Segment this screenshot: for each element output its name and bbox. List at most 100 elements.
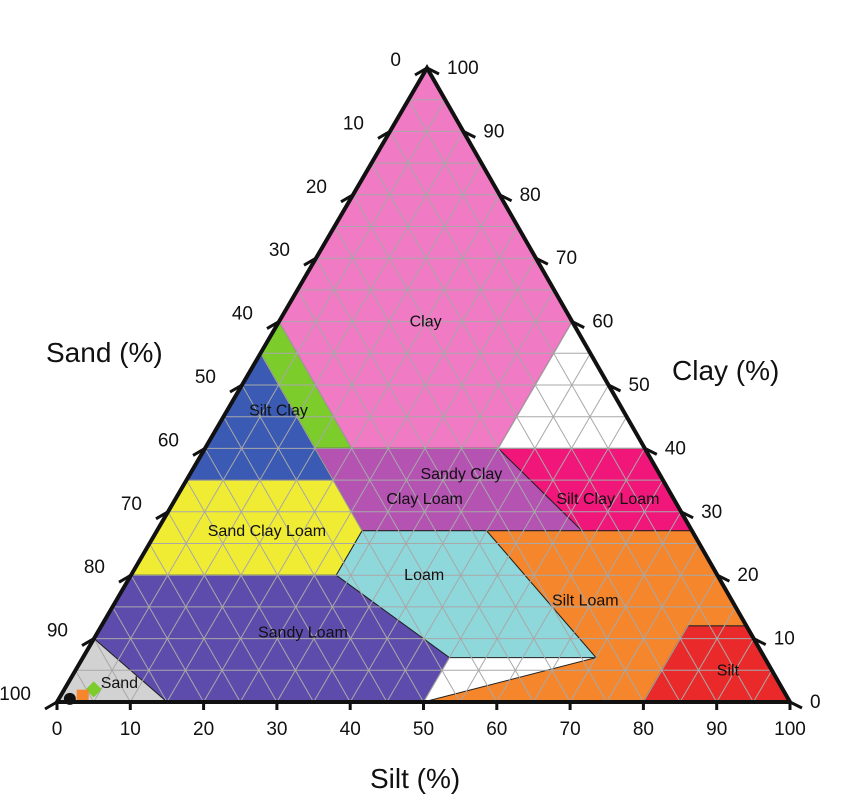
- clay-tick-label-30: 30: [701, 502, 722, 523]
- clay-tick-label-70: 70: [556, 248, 577, 269]
- silt-tick-label-20: 20: [193, 719, 214, 740]
- clay-tick-label-50: 50: [629, 375, 650, 396]
- sample-marker-diamond: [85, 681, 102, 698]
- region-label-silt: Silt: [717, 662, 740, 679]
- grid-line-silt-65: [533, 479, 664, 703]
- sand-tick-40: [266, 320, 280, 330]
- clay-tick-10: [753, 637, 767, 646]
- clay-tick-0: [789, 700, 803, 710]
- region-label-silt-clay: Silt Clay: [249, 402, 308, 419]
- sand-tick-10: [377, 130, 391, 140]
- region-label-clay-loam: Clay Loam: [386, 491, 462, 508]
- clay-tick-label-40: 40: [665, 438, 686, 459]
- clay-tick-label-0: 0: [810, 692, 821, 713]
- sand-axis-title: Sand (%): [46, 337, 163, 368]
- clay-tick-80: [498, 193, 513, 203]
- grid-lines: [75, 99, 773, 703]
- grid-line-sand-60: [204, 448, 351, 703]
- sample-marker-square: [76, 689, 89, 702]
- grid-line-silt-75: [606, 543, 700, 703]
- axis-ticks: [44, 66, 803, 711]
- grid-line-silt-50: [423, 384, 609, 703]
- clay-axis-title: Clay (%): [672, 355, 779, 386]
- sand-tick-80: [118, 573, 132, 584]
- grid-line-sand-95: [75, 670, 95, 703]
- sand-tick-label-30: 30: [269, 240, 290, 261]
- silt-tick-label-70: 70: [560, 719, 581, 740]
- grid-line-sand-70: [167, 511, 278, 703]
- silt-tick-label-60: 60: [486, 719, 507, 740]
- grid-line-sand-55: [223, 416, 388, 703]
- grid-line-silt-35: [313, 289, 555, 703]
- grid-line-silt-5: [93, 99, 446, 703]
- grid-line-sand-15: [371, 162, 681, 703]
- grid-line-silt-80: [642, 574, 718, 703]
- grid-line-silt-85: [679, 606, 736, 703]
- silt-axis-title: Silt (%): [370, 763, 460, 794]
- sand-tick-label-50: 50: [195, 367, 216, 388]
- silt-tick-label-50: 50: [413, 719, 434, 740]
- clay-tick-label-90: 90: [483, 121, 504, 142]
- sand-tick-label-0: 0: [390, 50, 401, 71]
- axis-tick-labels: 0 0 0 10 10 10 20 20 20 30 30 30 40 40 40 50 50 50 60 60 60 7…: [0, 50, 821, 740]
- sand-tick-0: [414, 66, 428, 77]
- silt-tick-label-90: 90: [706, 719, 727, 740]
- region-label-sandy-loam: Sandy Loam: [258, 624, 348, 641]
- grid-line-sand-50: [241, 384, 424, 703]
- sand-tick-30: [303, 256, 317, 267]
- silt-tick-label-30: 30: [266, 719, 287, 740]
- sand-tick-label-40: 40: [232, 304, 253, 325]
- sand-tick-60: [192, 447, 206, 457]
- region-label-sand-clay-loam: Sand Clay Loam: [208, 523, 326, 540]
- sand-tick-20: [340, 193, 354, 204]
- clay-tick-70: [535, 256, 549, 266]
- clay-tick-100: [426, 66, 440, 76]
- clay-tick-60: [571, 320, 585, 329]
- grid-line-sand-80: [130, 574, 205, 703]
- grid-line-sand-65: [186, 479, 314, 703]
- grid-line-silt-15: [166, 162, 482, 703]
- sand-tick-50: [229, 383, 243, 394]
- region-label-loam: Loam: [404, 567, 444, 584]
- clay-tick-20: [716, 573, 731, 583]
- region-label-sand: Sand: [101, 675, 138, 692]
- sand-tick-label-80: 80: [84, 557, 105, 578]
- grid-line-sand-75: [149, 543, 241, 703]
- sand-tick-label-70: 70: [121, 494, 142, 515]
- grid-line-silt-55: [459, 416, 628, 703]
- region-label-silt-clay-loam: Silt Clay Loam: [556, 491, 659, 508]
- clay-tick-90: [462, 130, 476, 139]
- grid-line-silt-70: [569, 511, 682, 703]
- sand-tick-label-60: 60: [158, 430, 179, 451]
- sand-tick-70: [155, 510, 169, 521]
- clay-tick-30: [680, 510, 694, 520]
- clay-tick-label-100: 100: [447, 58, 479, 79]
- sand-tick-label-10: 10: [343, 113, 364, 134]
- region-label-sandy-clay: Sandy Clay: [420, 466, 502, 483]
- silt-tick-label-40: 40: [340, 719, 361, 740]
- grid-line-silt-25: [239, 226, 519, 703]
- sand-tick-label-20: 20: [306, 177, 327, 198]
- grid-line-silt-45: [386, 353, 591, 703]
- grid-line-sand-5: [408, 99, 754, 703]
- region-label-clay: Clay: [410, 314, 442, 331]
- grid-line-sand-45: [260, 353, 461, 703]
- grid-line-sand-25: [334, 226, 608, 703]
- region-label-silt-loam: Silt Loam: [552, 593, 619, 610]
- grid-line-silt-95: [752, 670, 773, 703]
- grid-line-silt-60: [496, 448, 646, 703]
- clay-tick-label-80: 80: [520, 185, 541, 206]
- sand-tick-label-90: 90: [47, 621, 68, 642]
- silt-tick-label-10: 10: [120, 719, 141, 740]
- silt-tick-label-0: 0: [52, 719, 63, 740]
- sand-tick-label-100: 100: [0, 684, 31, 705]
- grid-line-sand-85: [112, 606, 168, 703]
- sand-tick-90: [81, 637, 95, 647]
- grid-line-sand-90: [93, 638, 131, 703]
- region-labels: Clay Silt Clay Sandy Clay Clay Loam Silt Cla…: [101, 314, 740, 692]
- silt-tick-label-100: 100: [774, 719, 806, 740]
- clay-tick-label-10: 10: [774, 629, 795, 650]
- clay-tick-40: [644, 447, 658, 456]
- grid-line-sand-35: [297, 289, 534, 703]
